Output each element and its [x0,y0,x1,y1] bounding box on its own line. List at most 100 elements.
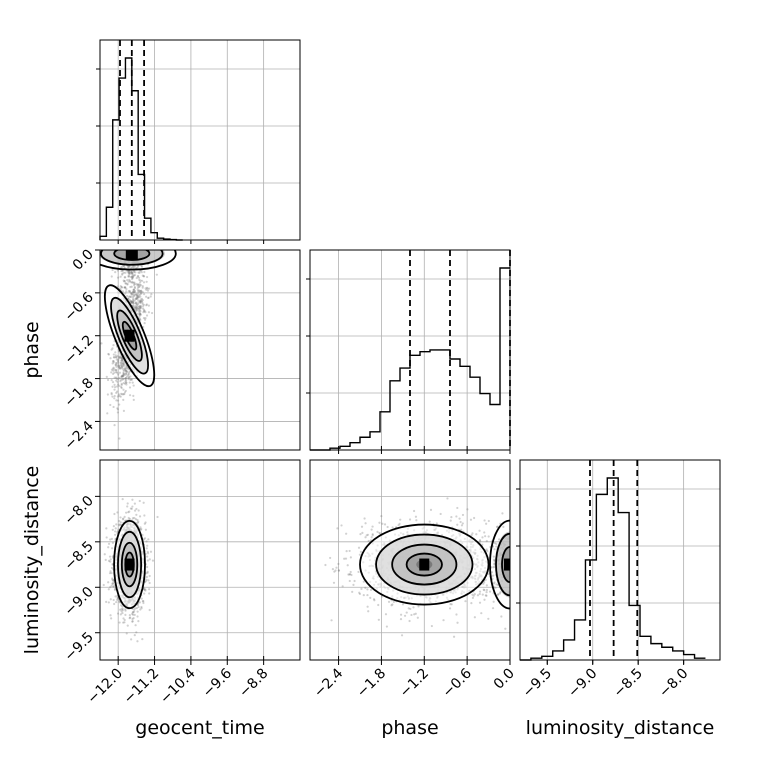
sample-point [417,605,420,608]
sample-point [543,559,545,561]
sample-point [141,286,144,289]
sample-point [378,531,381,535]
sample-point [135,513,138,516]
sample-point [483,531,486,534]
sample-point [120,382,123,385]
sample-point [521,581,523,583]
sample-point [146,550,149,553]
sample-point [116,596,119,599]
sample-point [512,588,514,590]
sample-point [134,230,136,232]
sample-point [128,208,130,210]
sample-point [137,236,139,238]
sample-point [537,587,539,589]
sample-point [430,624,433,628]
sample-point [528,536,530,538]
sample-point [113,512,116,516]
sample-point [537,588,539,590]
sample-point [554,584,556,586]
sample-point [549,594,551,596]
sample-point [123,368,127,371]
sample-point [143,270,146,274]
sample-point [139,292,142,295]
sample-point [136,292,139,295]
sample-point [146,555,149,558]
sample-point [116,399,120,402]
sample-point [136,307,139,310]
sample-point [511,609,513,611]
sample-point [521,574,523,576]
sample-point [361,531,364,535]
sample-point [542,563,544,565]
sample-point [478,592,481,596]
sample-point [129,295,133,299]
sample-point [133,235,135,237]
sample-point [134,224,136,226]
sample-point [544,582,546,584]
sample-point [147,538,150,541]
sample-point [521,596,523,598]
sample-point [499,591,502,594]
sample-point [515,556,517,558]
sample-point [139,312,142,316]
sample-point [145,314,149,317]
sample-point [132,288,135,292]
sample-point [116,411,119,414]
sample-point [116,511,119,514]
sample-point [549,555,551,557]
sample-point [140,227,142,229]
sample-point [511,582,513,584]
sample-point [115,362,118,365]
sample-point [362,594,365,597]
sample-point [122,363,125,366]
sample-point [145,275,149,279]
sample-point [133,220,135,222]
sample-point [138,312,141,315]
sample-point [347,573,350,576]
sample-point [127,275,130,278]
sample-point [140,605,143,609]
sample-point [133,299,136,302]
sample-point [536,539,538,541]
sample-point [143,309,146,312]
sample-point [132,217,134,219]
sample-point [366,588,369,591]
sample-point [567,538,569,540]
sample-point [371,525,374,528]
sample-point [138,213,140,215]
sample-point [139,279,142,282]
sample-point [139,299,142,303]
sample-point [456,523,459,526]
sample-point [129,275,133,279]
sample-point [383,523,387,526]
sample-point [120,610,123,613]
sample-point [330,619,333,622]
sample-point [140,527,143,531]
sample-point [456,506,459,510]
density-peak [419,558,430,571]
sample-point [122,617,125,620]
sample-point [128,279,132,283]
sample-point [133,294,136,298]
sample-point [135,231,137,233]
sample-point [127,266,130,269]
sample-point [478,540,482,543]
sample-point [524,580,526,582]
sample-point [145,286,149,289]
sample-point [126,265,129,268]
sample-point [516,562,518,564]
sample-point [131,517,135,520]
sample-point [127,236,129,238]
sample-point [128,290,132,293]
sample-point [523,555,525,557]
sample-point [110,392,113,395]
sample-point [111,367,115,370]
y-tick-label-phase: −1.2 [61,332,96,367]
sample-point [134,246,136,248]
x-tick-label-luminosity_distance: −9.0 [565,666,600,701]
sample-point [120,359,123,362]
panel-frame [309,249,511,451]
sample-point [120,604,123,607]
sample-point [569,555,571,557]
contour-line-secondary-1 [100,250,164,266]
